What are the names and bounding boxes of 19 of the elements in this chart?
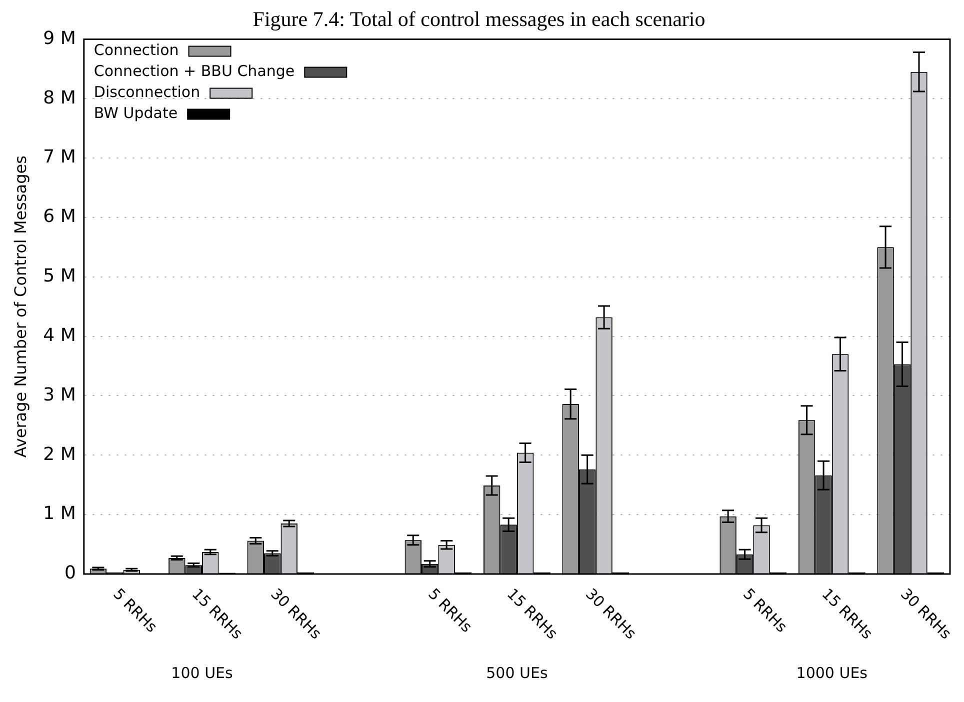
y-tick-label: 2 M (43, 444, 76, 465)
y-axis-title: Average Number of Control Messages (10, 156, 30, 458)
y-tick-label: 0 (64, 562, 76, 584)
y-tick-label: 3 M (43, 384, 76, 406)
y-tick-label: 6 M (43, 206, 76, 228)
y-tick-label: 5 M (43, 266, 76, 287)
y-tick-label: 7 M (43, 146, 76, 168)
text: 500 UEs (486, 664, 548, 682)
y-tick-label: 8 M (43, 87, 76, 108)
legend-label: BW Update (94, 104, 178, 122)
y-tick-label: 9 M (43, 28, 76, 49)
text: 1000 UEs (796, 664, 868, 682)
text: 100 UEs (171, 664, 234, 682)
chart-title: Figure 7.4: Total of control messages in each scenario (252, 7, 706, 32)
legend-label: Disconnection (94, 83, 200, 102)
y-tick-label: 1 M (43, 503, 76, 524)
legend-label: Connection + BBU Change (94, 62, 295, 80)
legend-label: Connection (94, 41, 179, 60)
y-tick-label: 4 M (43, 324, 76, 346)
